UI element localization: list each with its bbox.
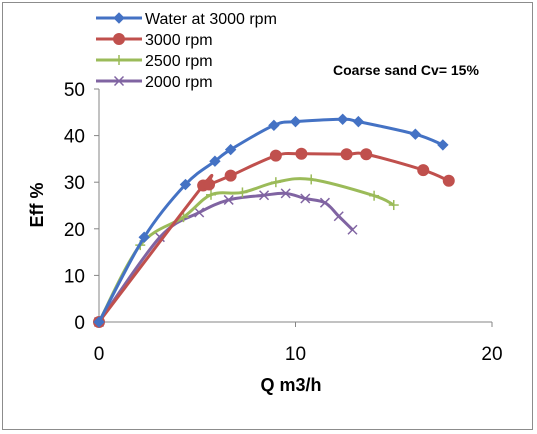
data-point	[409, 128, 422, 140]
data-point	[206, 189, 217, 200]
efficiency-chart: 0 10 20 30 40 50 0 10 20 Water at 3000 rpm 3000 …	[27, 11, 503, 395]
series-line	[97, 191, 354, 323]
series-line	[97, 177, 395, 323]
legend-marker	[113, 33, 125, 45]
data-point	[437, 139, 449, 151]
data-point	[340, 148, 353, 161]
legend-label: 2000 rpm	[145, 74, 213, 91]
legend-item: 2500 rpm	[96, 53, 213, 70]
legend-item: 2000 rpm	[96, 74, 213, 91]
series-line	[97, 151, 450, 323]
chart-annotation: Coarse sand Cv= 15%	[333, 62, 479, 78]
y-tick-label: 50	[64, 80, 85, 101]
data-point	[369, 190, 380, 201]
data-point	[336, 113, 349, 125]
data-point	[300, 193, 311, 204]
data-point	[295, 147, 308, 160]
data-point	[179, 178, 192, 191]
legend-item: 3000 rpm	[96, 32, 213, 49]
x-tick-labels: 0 10 20	[94, 322, 503, 365]
y-tick-label: 20	[64, 220, 85, 241]
data-point	[289, 115, 302, 128]
data-point	[203, 178, 216, 191]
x-tick-label: 10	[285, 344, 306, 365]
chart-area: 0 10 20 30 40 50 0 10 20 Water at 3000 rpm 3000 …	[2, 2, 533, 430]
legend-item: Water at 3000 rpm	[96, 11, 277, 28]
y-tick-label: 10	[64, 266, 85, 287]
data-point	[360, 148, 373, 161]
data-point	[388, 200, 399, 211]
legend-marker	[113, 75, 125, 87]
legend-label: Water at 3000 rpm	[145, 11, 277, 28]
legend-label: 3000 rpm	[145, 32, 213, 49]
legend-label: 2500 rpm	[145, 53, 213, 70]
y-tick-label: 30	[64, 173, 85, 194]
data-point	[442, 174, 455, 187]
data-point	[209, 155, 221, 167]
legend-marker	[114, 55, 124, 65]
data-point	[352, 115, 365, 128]
y-axis-label: Eff %	[27, 183, 47, 228]
series-1	[93, 147, 455, 328]
y-tick-label: 0	[74, 313, 85, 334]
legend-marker	[113, 12, 125, 24]
data-point	[223, 194, 234, 205]
data-point	[269, 149, 282, 162]
data-point	[259, 190, 270, 201]
y-tick-label: 40	[64, 127, 85, 148]
y-tick-labels: 0 10 20 30 40 50	[64, 80, 99, 334]
data-point	[93, 316, 105, 328]
data-point	[194, 207, 205, 218]
series-0	[93, 113, 449, 328]
data-point	[270, 177, 281, 188]
data-point	[417, 164, 430, 177]
data-point	[306, 174, 317, 185]
data-point	[319, 197, 331, 208]
legend: Water at 3000 rpm 3000 rpm 2500 rpm 2000 rp…	[96, 11, 277, 91]
data-point	[224, 169, 237, 182]
series-layer	[93, 113, 455, 328]
data-point	[333, 211, 344, 222]
series-line	[97, 117, 444, 323]
data-point	[268, 119, 280, 132]
data-point	[280, 188, 291, 199]
data-point	[347, 224, 358, 235]
x-tick-label: 0	[94, 344, 105, 365]
x-tick-label: 20	[481, 344, 502, 365]
data-point	[224, 143, 237, 156]
data-point	[138, 231, 150, 243]
data-point	[237, 187, 248, 198]
x-axis-label: Q m3/h	[260, 375, 321, 395]
